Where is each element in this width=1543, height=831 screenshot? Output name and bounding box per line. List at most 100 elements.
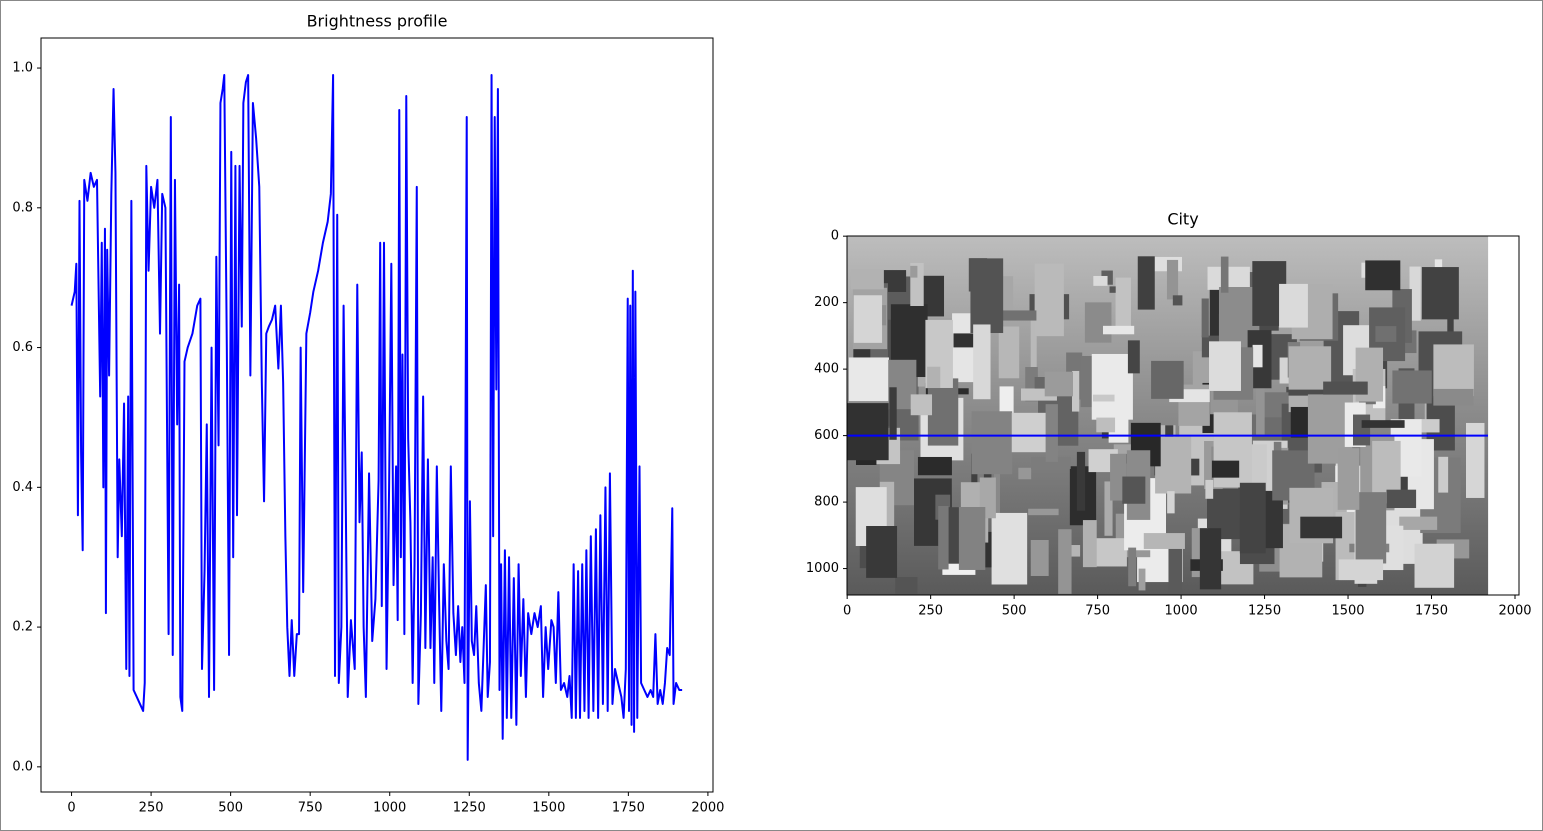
image-building: [1115, 277, 1131, 330]
image-building: [1220, 256, 1229, 293]
image-building: [993, 470, 1000, 520]
image-building: [1409, 266, 1421, 321]
image-building: [1028, 508, 1059, 516]
axes-frame: [846, 235, 1520, 596]
x-tick-label: 1000: [373, 801, 406, 816]
image-building: [1102, 325, 1135, 335]
image-building: [1092, 394, 1115, 402]
image-building: [991, 512, 1028, 585]
x-tick-label: 1250: [453, 801, 486, 816]
x-tick-label: 250: [139, 801, 164, 816]
image-building: [1168, 535, 1183, 593]
image-building: [1031, 456, 1071, 469]
image-building: [848, 357, 889, 402]
image-building: [1279, 283, 1308, 328]
x-tick-label: 750: [298, 801, 323, 816]
image-building: [1365, 260, 1401, 291]
line-series: [70, 74, 683, 761]
image-building: [1109, 286, 1116, 293]
x-tick-label: 0: [67, 801, 75, 816]
image-building: [1104, 481, 1113, 536]
image-building: [1338, 559, 1384, 581]
image-building: [910, 265, 918, 278]
image-building: [1091, 353, 1133, 420]
image-building: [1084, 302, 1112, 343]
image-building: [970, 258, 1004, 334]
image-building: [1209, 341, 1241, 391]
image-building: [1155, 436, 1192, 494]
image-building: [1399, 516, 1438, 530]
x-tick-label: 1250: [1248, 604, 1281, 619]
x-tick-label: 1000: [1165, 604, 1198, 619]
image-building: [1207, 266, 1250, 290]
image-building: [992, 310, 1037, 321]
x-tick-label: 0: [843, 604, 851, 619]
x-tick-label: 750: [1085, 604, 1110, 619]
image-building: [1392, 370, 1432, 404]
image-building: [1433, 388, 1474, 406]
chart-title: City: [1167, 210, 1198, 229]
city-image: [847, 236, 1489, 595]
image-building: [938, 505, 949, 570]
image-building: [1166, 259, 1179, 300]
image-building: [1138, 568, 1146, 591]
image-building: [1239, 482, 1266, 554]
image-building: [1045, 404, 1058, 462]
image-building: [1172, 295, 1183, 306]
image-building: [1375, 326, 1397, 342]
image-building: [1030, 312, 1037, 383]
image-building: [927, 378, 959, 446]
y-tick-label: 1000: [806, 561, 839, 576]
image-building: [1127, 340, 1140, 374]
image-building: [958, 506, 986, 570]
image-building: [1018, 467, 1032, 480]
axes-frame: [40, 37, 714, 793]
image-building: [1386, 489, 1417, 509]
image-building: [910, 394, 933, 416]
image-building: [1205, 479, 1214, 499]
y-tick-label: 0.8: [12, 200, 33, 215]
image-building: [1034, 263, 1064, 337]
image-building: [1323, 381, 1368, 395]
y-tick-label: 0: [831, 229, 839, 244]
x-tick-label: 2000: [1498, 604, 1531, 619]
image-building: [1300, 516, 1343, 539]
x-tick-label: 2000: [691, 801, 724, 816]
image-building: [889, 387, 897, 440]
image-building: [1337, 448, 1360, 510]
image-building: [1421, 267, 1459, 320]
image-building: [1030, 539, 1049, 576]
y-tick-label: 0.0: [12, 759, 33, 774]
image-building: [1143, 533, 1185, 549]
image-building: [1288, 389, 1327, 396]
image-building: [1414, 543, 1455, 588]
image-building: [1438, 456, 1449, 493]
y-tick-label: 200: [814, 295, 839, 310]
image-building: [1082, 520, 1097, 568]
image-building: [998, 326, 1020, 379]
image-building: [1361, 420, 1405, 428]
image-building: [1252, 344, 1263, 368]
y-tick-label: 400: [814, 362, 839, 377]
image-building: [953, 333, 974, 348]
image-building: [1076, 451, 1086, 511]
image-building: [922, 275, 945, 317]
image-building: [1128, 547, 1137, 587]
y-tick-label: 0.2: [12, 620, 33, 635]
y-tick-label: 0.4: [12, 480, 33, 495]
x-tick-label: 500: [218, 801, 243, 816]
x-tick-label: 1750: [612, 801, 645, 816]
image-building: [1151, 360, 1184, 399]
image-building: [1093, 275, 1108, 286]
chart-title: Brightness profile: [307, 12, 448, 31]
image-building: [973, 324, 991, 400]
image-building: [866, 525, 898, 578]
y-tick-label: 800: [814, 495, 839, 510]
image-building: [1211, 460, 1240, 478]
y-tick-label: 600: [814, 428, 839, 443]
image-building: [1096, 417, 1116, 433]
x-tick-label: 1500: [532, 801, 565, 816]
image-building: [1256, 377, 1265, 435]
y-tick-label: 1.0: [12, 61, 33, 76]
